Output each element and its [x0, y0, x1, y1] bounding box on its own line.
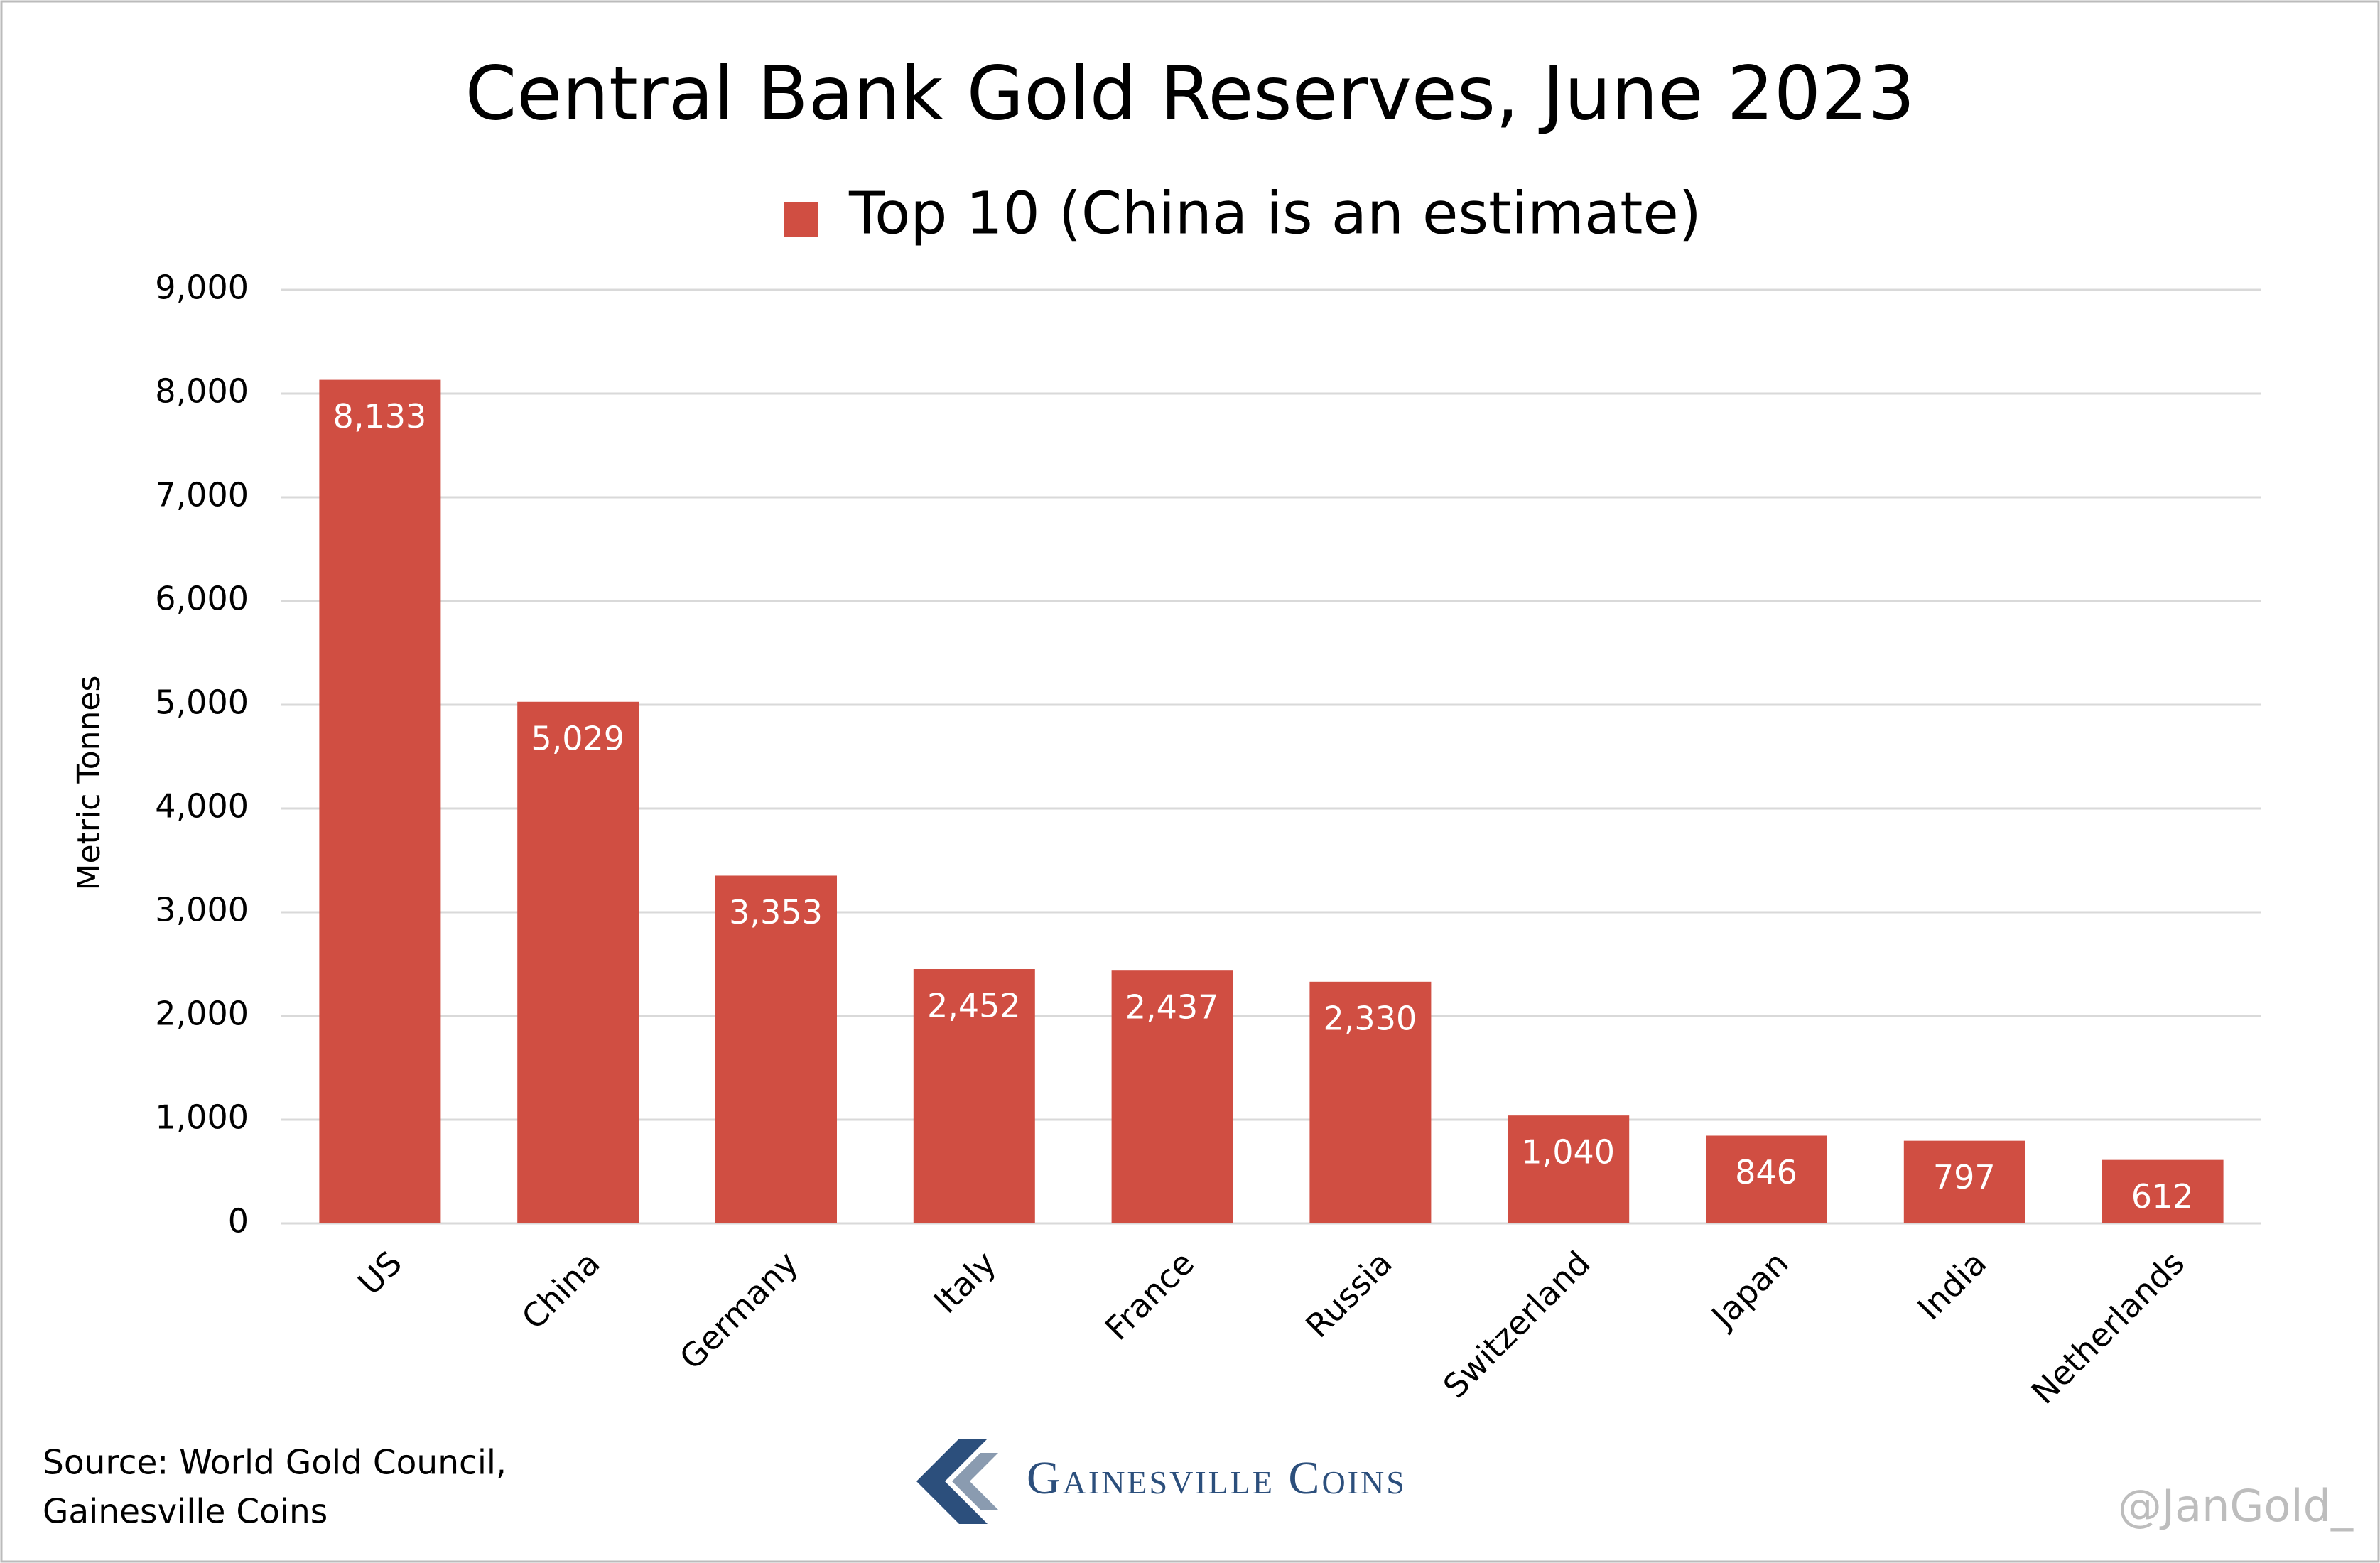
- data-label: 3,353: [729, 893, 823, 931]
- chart-title: Central Bank Gold Reserves, June 2023: [465, 50, 1915, 136]
- legend-label: Top 10 (China is an estimate): [848, 180, 1702, 247]
- data-label: 2,452: [927, 987, 1021, 1025]
- data-label: 2,437: [1125, 988, 1219, 1027]
- y-tick-label: 6,000: [155, 580, 249, 618]
- bar: [1508, 1115, 1630, 1223]
- y-tick-label: 0: [228, 1202, 249, 1240]
- bar: [517, 701, 639, 1223]
- data-label: 846: [1735, 1153, 1797, 1191]
- y-tick-label: 8,000: [155, 372, 249, 411]
- y-tick-label: 1,000: [155, 1098, 249, 1137]
- y-tick-label: 2,000: [155, 995, 249, 1033]
- source-line: Gainesville Coins: [43, 1493, 328, 1532]
- bar: [913, 969, 1035, 1223]
- bar: [2102, 1159, 2224, 1223]
- legend-swatch: [784, 202, 818, 237]
- bar: [715, 875, 837, 1223]
- y-tick-label: 3,000: [155, 891, 249, 929]
- y-tick-label: 4,000: [155, 787, 249, 826]
- bar: [1903, 1140, 2025, 1223]
- data-label: 612: [2131, 1177, 2194, 1216]
- data-label: 2,330: [1324, 999, 1417, 1037]
- y-tick-label: 7,000: [155, 476, 249, 514]
- y-axis-label: Metric Tonnes: [71, 676, 107, 891]
- y-tick-label: 5,000: [155, 683, 249, 722]
- watermark: @JanGold_: [2118, 1480, 2354, 1532]
- bar: [1111, 970, 1233, 1223]
- data-label: 5,029: [531, 719, 624, 757]
- data-label: 1,040: [1521, 1133, 1615, 1172]
- bar: [319, 379, 441, 1223]
- data-label: 8,133: [333, 397, 427, 436]
- bar: [1706, 1135, 1827, 1223]
- source-line: Source: World Gold Council,: [43, 1444, 507, 1483]
- bar: [1309, 981, 1432, 1223]
- y-tick-label: 9,000: [155, 269, 249, 307]
- brand-logo-icon: [916, 1439, 998, 1524]
- data-label: 797: [1933, 1158, 1996, 1196]
- brand-name: Gainesville Coins: [1027, 1452, 1407, 1504]
